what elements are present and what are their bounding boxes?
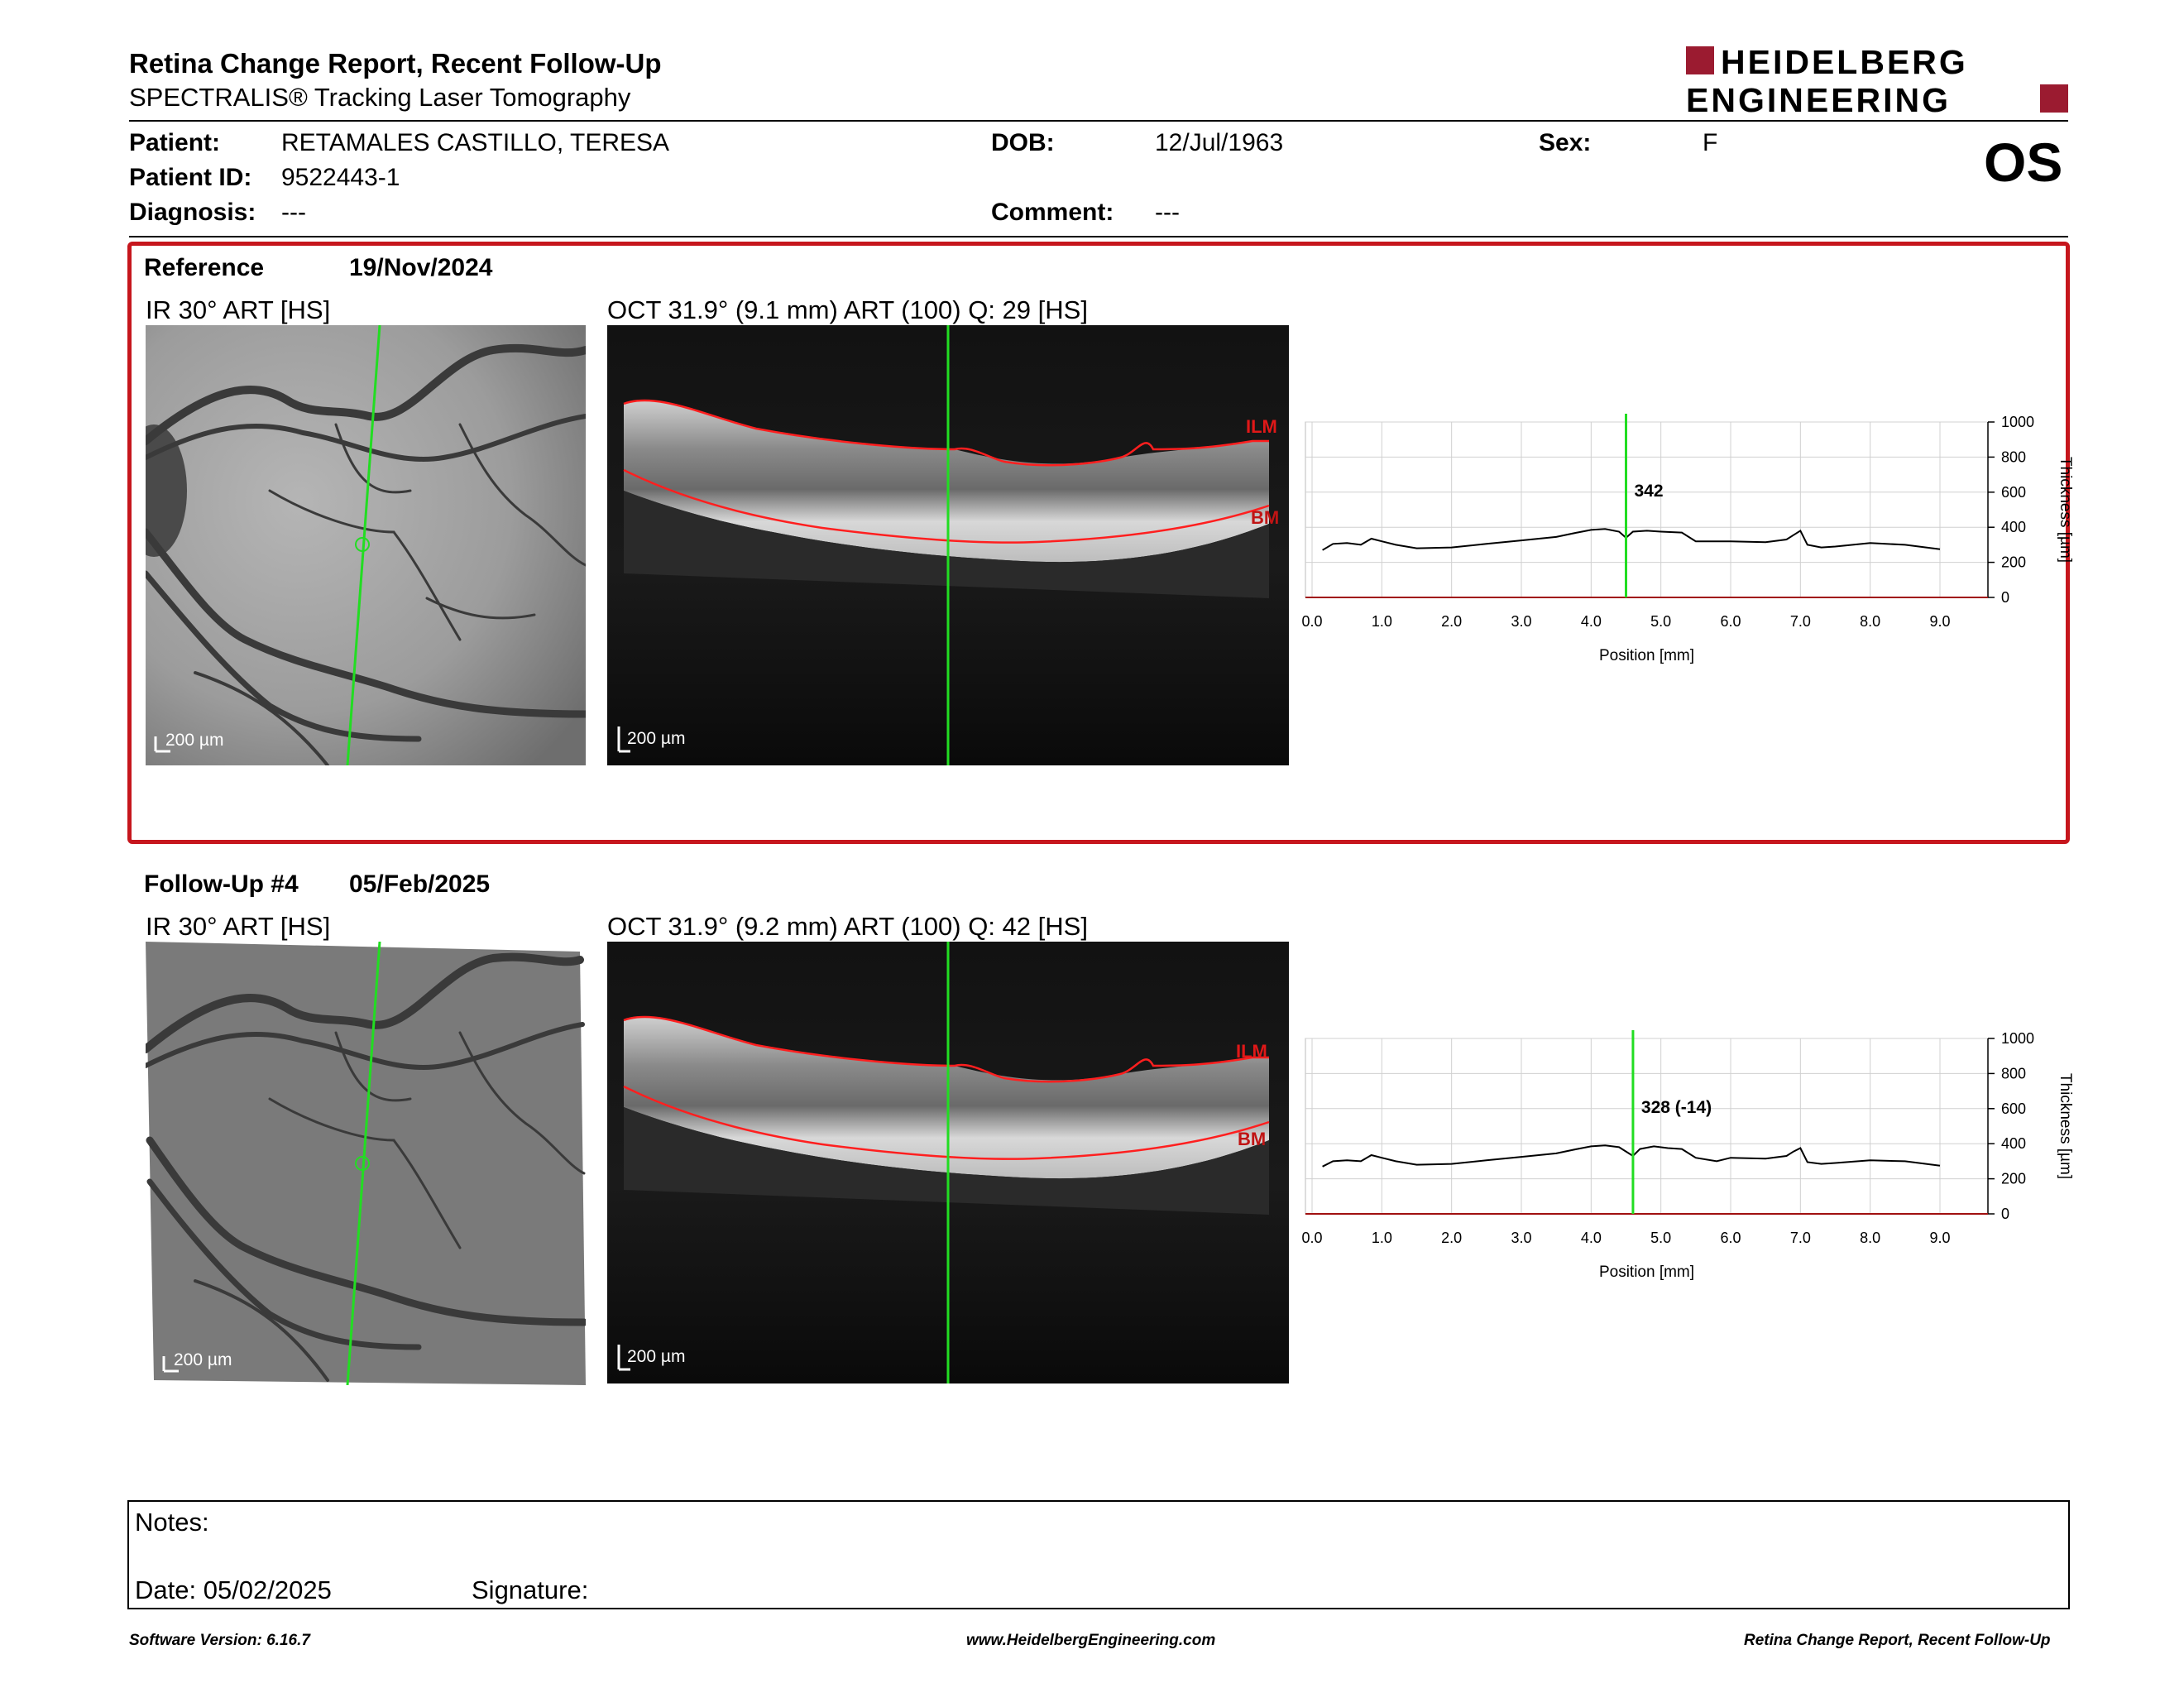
reference-oct-title: OCT 31.9° (9.1 mm) ART (100) Q: 29 [HS] [607,295,1088,324]
chart-y-tick-label: 200 [2001,1171,2026,1187]
followup-bm-label: BM [1238,1129,1266,1149]
patient-label: Patient: [129,129,221,156]
followup-label: Follow-Up #4 [144,870,299,898]
followup-oct-title: OCT 31.9° (9.2 mm) ART (100) Q: 42 [HS] [607,912,1088,941]
chart-y-axis-label: Thickness [µm] [2057,457,2074,563]
comment-label: Comment: [991,199,1114,226]
notes-label: Notes: [135,1508,209,1537]
chart-x-tick-label: 3.0 [1511,1230,1531,1246]
chart-y-tick-label: 200 [2001,554,2026,571]
chart-y-tick-label: 0 [2001,1206,2009,1222]
reference-oct-scale: 200 µm [627,729,685,748]
reference-bm-label: BM [1251,507,1279,528]
reference-date: 19/Nov/2024 [349,254,493,281]
chart-marker-label: 342 [1635,482,1664,501]
chart-x-tick-label: 4.0 [1581,613,1602,630]
chart-x-tick-label: 0.0 [1301,613,1322,630]
chart-x-tick-label: 3.0 [1511,613,1531,630]
reference-ir-title: IR 30° ART [HS] [146,295,331,324]
chart-y-tick-label: 600 [2001,484,2026,501]
chart-x-axis-label: Position [mm] [1599,1264,1694,1281]
chart-x-tick-label: 4.0 [1581,1230,1602,1246]
reference-oct-bscan-image: ILM BM 200 µm [607,325,1289,765]
followup-ir-scale: 200 µm [174,1350,232,1369]
reference-ir-scale: 200 µm [165,731,223,750]
chart-y-tick-label: 400 [2001,1135,2026,1152]
chart-x-tick-label: 8.0 [1860,1230,1880,1246]
chart-marker-label: 328 (-14) [1641,1098,1712,1117]
eye-indicator: OS [1984,132,2063,193]
chart-y-tick-label: 800 [2001,1065,2026,1081]
reference-ir-fundus-image: 200 µm [146,325,586,765]
chart-y-tick-label: 600 [2001,1101,2026,1117]
chart-x-tick-label: 2.0 [1441,1230,1462,1246]
diagnosis-value: --- [281,199,306,226]
notes-date: Date: 05/02/2025 [135,1575,332,1604]
chart-x-tick-label: 5.0 [1650,1230,1671,1246]
reference-label: Reference [144,254,265,281]
chart-x-tick-label: 1.0 [1372,613,1392,630]
followup-ilm-label: ILM [1236,1041,1267,1062]
chart-x-tick-label: 9.0 [1929,613,1950,630]
logo-line1: HEIDELBERG [1721,43,1968,81]
dob-label: DOB: [991,129,1055,156]
reference-panel [127,242,2070,844]
chart-y-tick-label: 800 [2001,448,2026,465]
chart-y-tick-label: 400 [2001,519,2026,535]
followup-date: 05/Feb/2025 [349,870,491,898]
patient-id-value: 9522443-1 [281,164,400,191]
comment-value: --- [1155,199,1180,226]
logo-line2: ENGINEERING [1686,81,1951,117]
footer-software-version: Software Version: 6.16.7 [129,1632,310,1649]
chart-x-tick-label: 0.0 [1301,1230,1322,1246]
chart-x-tick-label: 7.0 [1790,613,1811,630]
patient-id-label: Patient ID: [129,164,252,191]
chart-x-tick-label: 8.0 [1860,613,1880,630]
chart-series-line [1322,1144,1941,1168]
heidelberg-logo: HEIDELBERG ENGINEERING [1686,43,2068,117]
chart-series-line [1322,528,1941,551]
chart-y-tick-label: 1000 [2001,1030,2034,1047]
footer-website: www.HeidelbergEngineering.com [966,1632,1216,1649]
chart-x-tick-label: 1.0 [1372,1230,1392,1246]
followup-oct-scale: 200 µm [627,1347,685,1366]
header-rule [129,120,2068,122]
sex-value: F [1703,129,1718,156]
footer-report-name: Retina Change Report, Recent Follow-Up [1744,1632,2051,1649]
patient-rule [129,236,2068,237]
chart-plot-area [1305,421,1989,598]
chart-y-tick-label: 0 [2001,589,2009,606]
chart-x-axis-label: Position [mm] [1599,647,1694,664]
sex-label: Sex: [1539,129,1592,156]
reference-ilm-label: ILM [1246,416,1277,437]
chart-y-tick-label: 1000 [2001,414,2034,430]
patient-name: RETAMALES CASTILLO, TERESA [281,129,670,156]
followup-ir-fundus-image: 200 µm [146,942,586,1385]
dob-value: 12/Jul/1963 [1155,129,1284,156]
reference-thickness-chart: 0.0 1.0 2.0 3.0 4.0 5.0 6.0 7.0 8.0 9.0 0 200 400 600… [1301,414,2074,664]
chart-x-tick-label: 6.0 [1720,613,1741,630]
chart-x-tick-label: 9.0 [1929,1230,1950,1246]
signature-label: Signature: [472,1575,589,1604]
followup-oct-bscan-image: ILM BM 200 µm [607,942,1289,1383]
chart-plot-area [1305,1038,1989,1215]
notes-box[interactable] [127,1500,2070,1609]
report-title: Retina Change Report, Recent Follow-Up [129,48,662,79]
chart-x-tick-label: 5.0 [1650,613,1671,630]
chart-y-axis-label: Thickness [µm] [2057,1073,2074,1179]
followup-thickness-chart: 0.0 1.0 2.0 3.0 4.0 5.0 6.0 7.0 8.0 9.0 0 200 400 600… [1301,1030,2074,1281]
diagnosis-label: Diagnosis: [129,199,256,226]
followup-ir-title: IR 30° ART [HS] [146,912,331,941]
chart-x-tick-label: 2.0 [1441,613,1462,630]
report-subtitle: SPECTRALIS® Tracking Laser Tomography [129,83,631,112]
chart-x-tick-label: 6.0 [1720,1230,1741,1246]
chart-x-tick-label: 7.0 [1790,1230,1811,1246]
